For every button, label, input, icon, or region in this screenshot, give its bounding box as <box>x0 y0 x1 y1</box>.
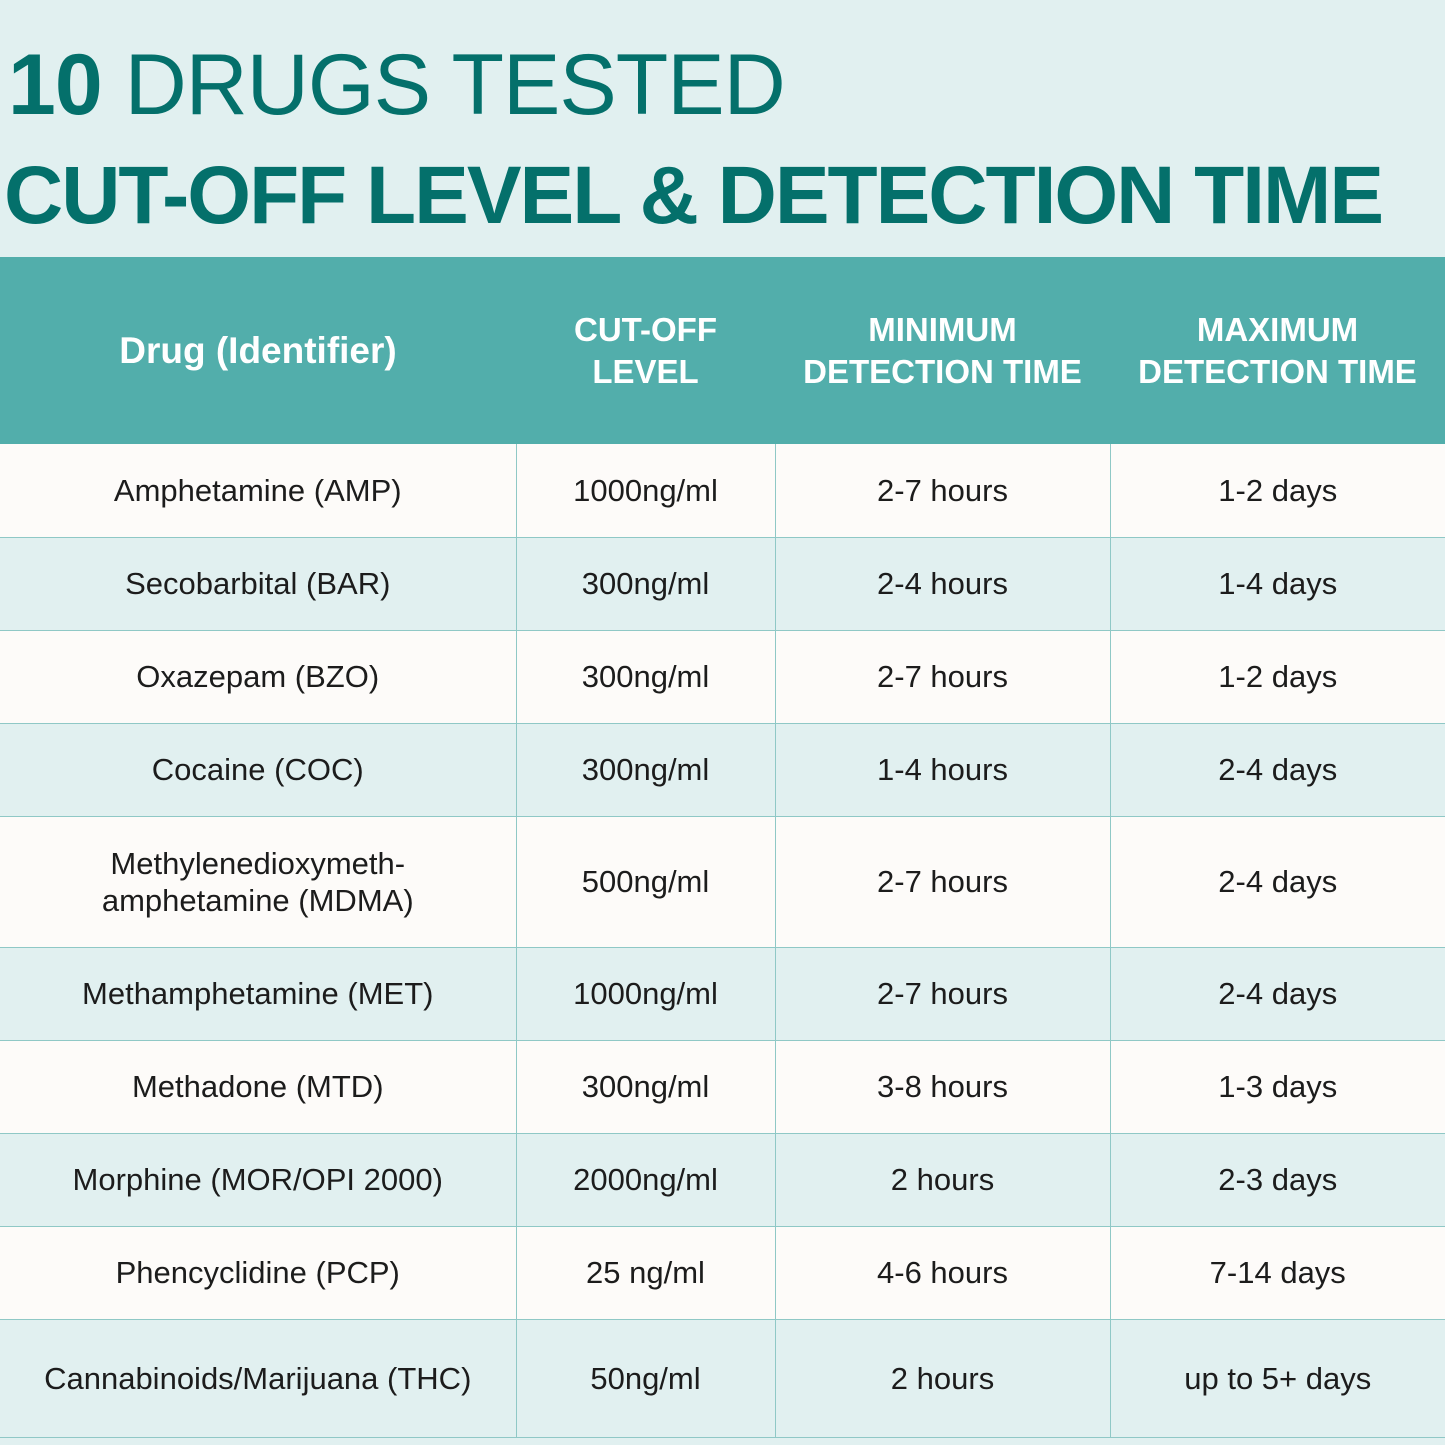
max-detection-cell: 1-2 days <box>1110 444 1445 538</box>
table-row: Phencyclidine (PCP) 25 ng/ml 4-6 hours 7… <box>0 1226 1445 1320</box>
table-row: Cocaine (COC) 300ng/ml 1-4 hours 2-4 day… <box>0 723 1445 817</box>
cutoff-cell: 1000ng/ml <box>516 947 776 1041</box>
page-title: 10 DRUGS TESTED <box>8 37 786 133</box>
title-number: 10 <box>8 37 103 133</box>
drug-name-line1: Methylenedioxymeth- <box>110 845 406 881</box>
cutoff-cell: 1000ng/ml <box>516 444 776 538</box>
header-cutoff-line1: CUT-OFF <box>574 310 717 348</box>
table-row: Methylenedioxymeth- amphetamine (MDMA) 5… <box>0 816 1445 948</box>
max-detection-cell: 2-4 days <box>1110 723 1445 817</box>
cutoff-cell: 50ng/ml <box>516 1319 776 1438</box>
header-max-detection: MAXIMUM DETECTION TIME <box>1110 257 1445 444</box>
header-min-line1: MINIMUM <box>868 310 1017 348</box>
drug-table: Drug (Identifier) CUT-OFF LEVEL MINIMUM … <box>0 257 1445 1438</box>
table-row: Methamphetamine (MET) 1000ng/ml 2-7 hour… <box>0 947 1445 1041</box>
max-detection-cell: 7-14 days <box>1110 1226 1445 1320</box>
drug-cell: Oxazepam (BZO) <box>0 630 517 724</box>
title-text: DRUGS TESTED <box>101 37 786 133</box>
min-detection-cell: 2 hours <box>775 1319 1111 1438</box>
min-detection-cell: 2-7 hours <box>775 444 1111 538</box>
table-row: Secobarbital (BAR) 300ng/ml 2-4 hours 1-… <box>0 537 1445 631</box>
cutoff-cell: 300ng/ml <box>516 723 776 817</box>
drug-cell: Cocaine (COC) <box>0 723 517 817</box>
cutoff-cell: 300ng/ml <box>516 537 776 631</box>
drug-cell: Methadone (MTD) <box>0 1040 517 1134</box>
table-row: Oxazepam (BZO) 300ng/ml 2-7 hours 1-2 da… <box>0 630 1445 724</box>
min-detection-cell: 2 hours <box>775 1133 1111 1227</box>
header-min-line2: DETECTION TIME <box>803 352 1082 390</box>
table-row: Morphine (MOR/OPI 2000) 2000ng/ml 2 hour… <box>0 1133 1445 1227</box>
drug-cell: Methylenedioxymeth- amphetamine (MDMA) <box>0 816 517 948</box>
cutoff-cell: 2000ng/ml <box>516 1133 776 1227</box>
drug-cell: Secobarbital (BAR) <box>0 537 517 631</box>
min-detection-cell: 2-7 hours <box>775 816 1111 948</box>
drug-cell: Methamphetamine (MET) <box>0 947 517 1041</box>
min-detection-cell: 2-4 hours <box>775 537 1111 631</box>
max-detection-cell: 1-3 days <box>1110 1040 1445 1134</box>
min-detection-cell: 3-8 hours <box>775 1040 1111 1134</box>
header-max-line2: DETECTION TIME <box>1138 352 1417 390</box>
table-row: Methadone (MTD) 300ng/ml 3-8 hours 1-3 d… <box>0 1040 1445 1134</box>
cutoff-cell: 500ng/ml <box>516 816 776 948</box>
max-detection-cell: 1-4 days <box>1110 537 1445 631</box>
drug-cell: Cannabinoids/Marijuana (THC) <box>0 1319 517 1438</box>
drug-cell: Amphetamine (AMP) <box>0 444 517 538</box>
max-detection-cell: 2-4 days <box>1110 947 1445 1041</box>
header-max-line1: MAXIMUM <box>1196 310 1359 348</box>
max-detection-cell: 1-2 days <box>1110 630 1445 724</box>
drug-cell: Phencyclidine (PCP) <box>0 1226 517 1320</box>
header-drug: Drug (Identifier) <box>0 257 516 444</box>
drug-name-line2: amphetamine (MDMA) <box>101 882 414 918</box>
min-detection-cell: 2-7 hours <box>775 630 1111 724</box>
cutoff-cell: 300ng/ml <box>516 630 776 724</box>
page-subtitle: CUT-OFF LEVEL & DETECTION TIME <box>4 150 1384 241</box>
header-row: Drug (Identifier) CUT-OFF LEVEL MINIMUM … <box>0 257 1445 444</box>
cutoff-cell: 300ng/ml <box>516 1040 776 1134</box>
cutoff-cell: 25 ng/ml <box>516 1226 776 1320</box>
header-cutoff: CUT-OFF LEVEL <box>516 257 775 444</box>
table-row: Cannabinoids/Marijuana (THC) 50ng/ml 2 h… <box>0 1319 1445 1438</box>
header-min-detection: MINIMUM DETECTION TIME <box>775 257 1110 444</box>
max-detection-cell: 2-3 days <box>1110 1133 1445 1227</box>
min-detection-cell: 2-7 hours <box>775 947 1111 1041</box>
table-row: Amphetamine (AMP) 1000ng/ml 2-7 hours 1-… <box>0 444 1445 538</box>
drug-cell: Morphine (MOR/OPI 2000) <box>0 1133 517 1227</box>
min-detection-cell: 4-6 hours <box>775 1226 1111 1320</box>
max-detection-cell: up to 5+ days <box>1110 1319 1445 1438</box>
min-detection-cell: 1-4 hours <box>775 723 1111 817</box>
max-detection-cell: 2-4 days <box>1110 816 1445 948</box>
header-cutoff-line2: LEVEL <box>592 352 699 390</box>
